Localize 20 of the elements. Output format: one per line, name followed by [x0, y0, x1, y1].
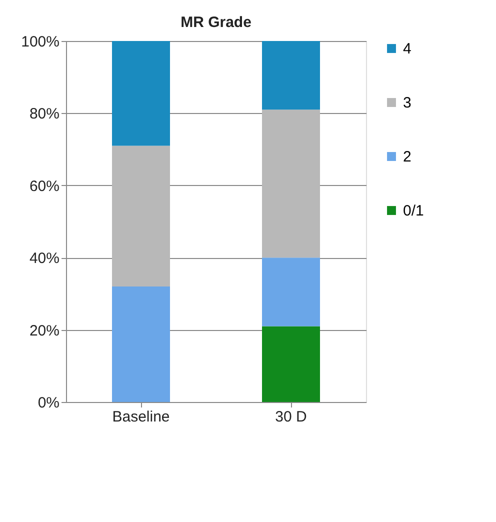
legend-label: 2	[403, 148, 412, 166]
bar	[262, 110, 320, 258]
y-tick-label: 0%	[38, 394, 60, 412]
bar	[112, 286, 170, 402]
bar	[262, 258, 320, 326]
legend-label: 4	[403, 40, 412, 58]
y-tick-label: 80%	[29, 106, 60, 123]
chart-title: MR Grade	[180, 14, 252, 31]
y-tick-label: 60%	[29, 178, 60, 195]
bar	[262, 41, 320, 110]
bar	[112, 146, 170, 286]
y-tick-label: 20%	[29, 322, 60, 340]
bar	[262, 326, 320, 402]
x-tick-label: 30 D	[275, 408, 308, 426]
legend-label: 3	[403, 94, 412, 112]
bar	[112, 41, 170, 146]
y-tick-label: 40%	[29, 250, 60, 268]
y-tick-label: 100%	[21, 34, 60, 50]
x-tick-label: Baseline	[112, 408, 170, 426]
legend-label: 0/1	[403, 202, 424, 220]
